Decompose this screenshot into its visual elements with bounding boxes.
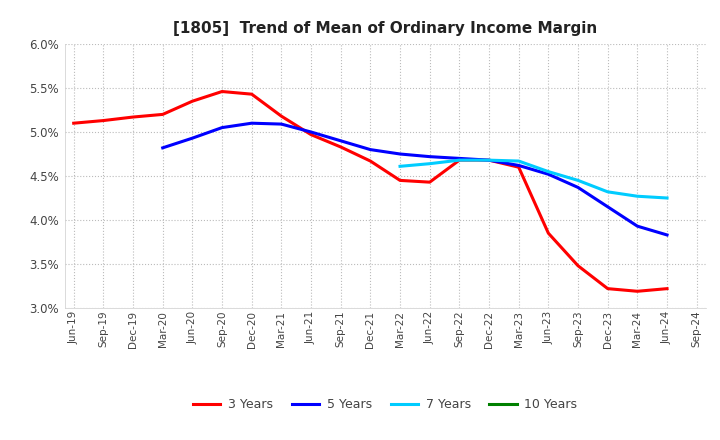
3 Years <box>426 180 434 185</box>
3 Years <box>662 286 671 291</box>
5 Years <box>544 172 553 177</box>
3 Years <box>514 165 523 170</box>
Legend: 3 Years, 5 Years, 7 Years, 10 Years: 3 Years, 5 Years, 7 Years, 10 Years <box>188 393 582 416</box>
5 Years <box>366 147 374 152</box>
3 Years <box>455 158 464 163</box>
3 Years <box>603 286 612 291</box>
5 Years <box>633 224 642 229</box>
3 Years <box>248 92 256 97</box>
3 Years <box>396 178 405 183</box>
5 Years <box>603 204 612 209</box>
7 Years <box>633 194 642 199</box>
5 Years <box>662 232 671 238</box>
Line: 7 Years: 7 Years <box>400 160 667 198</box>
7 Years <box>544 169 553 174</box>
Line: 5 Years: 5 Years <box>163 123 667 235</box>
5 Years <box>485 158 493 163</box>
3 Years <box>485 158 493 163</box>
3 Years <box>307 132 315 137</box>
3 Years <box>574 263 582 268</box>
5 Years <box>307 129 315 135</box>
5 Years <box>514 163 523 168</box>
7 Years <box>662 195 671 201</box>
7 Years <box>396 164 405 169</box>
Title: [1805]  Trend of Mean of Ordinary Income Margin: [1805] Trend of Mean of Ordinary Income … <box>173 21 598 36</box>
5 Years <box>277 121 286 127</box>
3 Years <box>188 99 197 104</box>
5 Years <box>574 185 582 190</box>
5 Years <box>455 156 464 161</box>
7 Years <box>514 158 523 164</box>
5 Years <box>217 125 226 130</box>
3 Years <box>129 114 138 120</box>
3 Years <box>336 144 345 150</box>
3 Years <box>277 114 286 119</box>
7 Years <box>455 158 464 163</box>
3 Years <box>366 158 374 164</box>
3 Years <box>544 231 553 236</box>
5 Years <box>336 138 345 143</box>
7 Years <box>603 189 612 194</box>
7 Years <box>426 161 434 166</box>
3 Years <box>99 118 108 123</box>
3 Years <box>633 289 642 294</box>
5 Years <box>188 136 197 141</box>
7 Years <box>574 178 582 183</box>
5 Years <box>158 145 167 150</box>
Line: 3 Years: 3 Years <box>73 92 667 291</box>
5 Years <box>426 154 434 159</box>
3 Years <box>217 89 226 94</box>
5 Years <box>248 121 256 126</box>
3 Years <box>158 112 167 117</box>
7 Years <box>485 158 493 163</box>
3 Years <box>69 121 78 126</box>
5 Years <box>396 151 405 157</box>
